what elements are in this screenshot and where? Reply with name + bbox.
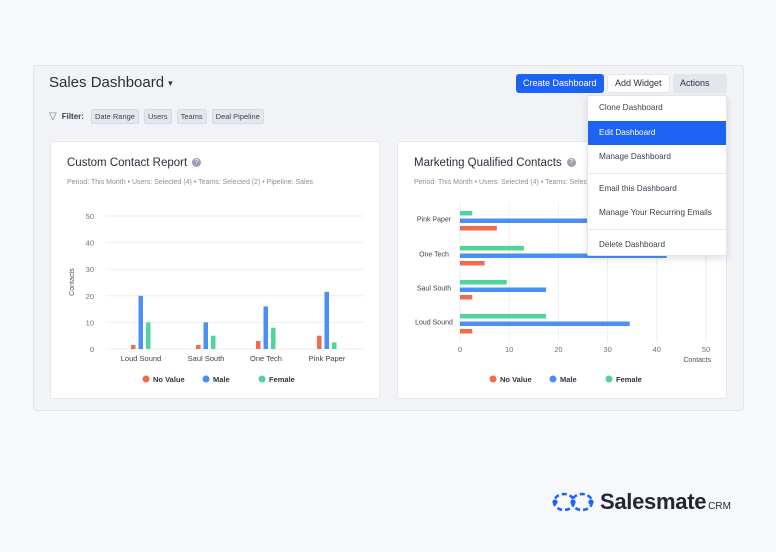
bar-no-value	[131, 345, 136, 349]
bar-female	[146, 322, 151, 349]
bar-no-value	[317, 335, 322, 349]
help-icon[interactable]: ?	[192, 158, 202, 168]
menu-item-edit-dashboard[interactable]: Edit Dashboard	[588, 120, 726, 145]
actions-menu: Clone Dashboard Edit Dashboard Manage Da…	[587, 95, 727, 256]
menu-item-clone-dashboard[interactable]: Clone Dashboard	[599, 103, 663, 112]
y-tick-label: One Tech	[419, 252, 449, 259]
legend-marker	[549, 375, 557, 383]
salesmate-logo-icon	[552, 492, 594, 512]
bar-male	[460, 218, 682, 223]
bar-no-value	[460, 295, 473, 300]
filter-chip-users[interactable]: Users	[143, 109, 172, 124]
bar-male	[263, 306, 268, 349]
legend-marker	[258, 375, 266, 383]
page-title: Sales Dashboard	[49, 74, 165, 91]
bar-male	[324, 291, 329, 349]
legend-marker	[605, 375, 613, 383]
brand-name: Salesmate	[600, 489, 707, 514]
bar-female	[211, 335, 216, 349]
bar-female	[332, 342, 337, 349]
x-tick-label: 30	[603, 345, 611, 354]
legend-label: Female	[269, 375, 295, 384]
y-axis-label: Contacts	[69, 268, 76, 296]
bar-female	[460, 246, 524, 251]
menu-divider	[588, 172, 726, 174]
legend-marker	[489, 375, 497, 383]
filter-bar: ▽ Filter: Date Range Users Teams Deal Pi…	[49, 109, 264, 124]
bar-male	[460, 253, 667, 258]
menu-item-manage-dashboard[interactable]: Manage Dashboard	[599, 152, 671, 161]
legend-label: Female	[616, 375, 642, 384]
x-tick-label: Pink Paper	[309, 354, 346, 363]
actions-label: Actions	[680, 78, 710, 88]
bar-no-value	[460, 261, 485, 266]
x-tick-label: One Tech	[250, 354, 282, 363]
card-title: Marketing Qualified Contacts	[414, 157, 562, 169]
bar-female	[460, 211, 473, 216]
legend-marker	[202, 375, 210, 383]
menu-divider	[588, 228, 726, 230]
card-title: Custom Contact Report	[67, 157, 188, 169]
x-tick-label: 20	[554, 345, 562, 354]
legend-label: No Value	[153, 375, 185, 384]
legend-label: Male	[213, 375, 230, 384]
filter-label: Filter:	[61, 112, 84, 121]
actions-button[interactable]: Actions ▲	[673, 74, 727, 107]
bar-no-value	[460, 226, 497, 231]
create-dashboard-button[interactable]: Create Dashboard	[516, 74, 604, 93]
add-widget-button[interactable]: Add Widget	[607, 74, 670, 93]
vertical-bar-chart: 0 10 20 30 40 50 Contacts Loud Sound Saul South O…	[69, 212, 364, 384]
x-tick-label: 40	[653, 345, 661, 354]
bar-no-value	[196, 345, 201, 349]
bar-female	[460, 280, 507, 285]
y-tick-label: 50	[86, 212, 94, 221]
help-icon[interactable]: ?	[566, 158, 576, 168]
bar-no-value	[460, 329, 473, 334]
x-tick-label: 0	[458, 345, 462, 354]
y-tick-label: 40	[86, 239, 94, 248]
bar-female	[271, 327, 276, 349]
bar-male	[460, 321, 630, 326]
y-tick-label: Saul South	[417, 286, 451, 293]
x-tick-label: 10	[505, 345, 513, 354]
menu-item-email-dashboard[interactable]: Email this Dashboard	[599, 183, 677, 193]
y-tick-label: Pink Paper	[417, 217, 452, 224]
legend-label: Male	[560, 375, 577, 384]
legend-label: No Value	[500, 375, 532, 384]
card-meta: Period: This Month • Users: Selected (4)…	[414, 179, 660, 186]
salesmate-logo: Salesmate CRM	[552, 489, 731, 515]
bar-female	[460, 314, 547, 319]
bar-male	[138, 295, 143, 349]
filter-chip-date-range[interactable]: Date Range	[90, 109, 139, 124]
x-axis-label: Contacts	[683, 357, 711, 364]
x-tick-label: 50	[702, 345, 710, 354]
y-tick-label: 10	[86, 318, 94, 327]
legend-marker	[142, 375, 150, 383]
filter-icon: ▽	[49, 111, 57, 122]
card-meta: Period: This Month • Users: Selected (4)…	[67, 179, 313, 186]
x-tick-label: Saul South	[188, 354, 225, 363]
dashboard-title-dropdown[interactable]: Sales Dashboard ▾	[49, 74, 173, 91]
brand-suffix: CRM	[708, 500, 731, 512]
caret-down-icon: ▾	[168, 77, 173, 88]
y-tick-label: 30	[86, 265, 94, 274]
custom-contact-report-card: Custom Contact Report? Period: This Mont…	[50, 141, 380, 399]
y-tick-label: 20	[86, 292, 94, 301]
y-tick-label: 0	[90, 345, 94, 354]
x-tick-label: Loud Sound	[121, 354, 161, 363]
menu-item-delete-dashboard[interactable]: Delete Dashboard	[599, 239, 665, 249]
bar-no-value	[256, 341, 261, 349]
menu-item-recurring-emails[interactable]: Manage Your Recurring Emails	[599, 208, 712, 217]
filter-chip-deal-pipeline[interactable]: Deal Pipeline	[211, 109, 264, 124]
y-tick-label: Loud Sound	[415, 320, 453, 327]
bar-male	[460, 287, 547, 292]
bar-male	[203, 322, 208, 349]
filter-chip-teams[interactable]: Teams	[176, 109, 207, 124]
